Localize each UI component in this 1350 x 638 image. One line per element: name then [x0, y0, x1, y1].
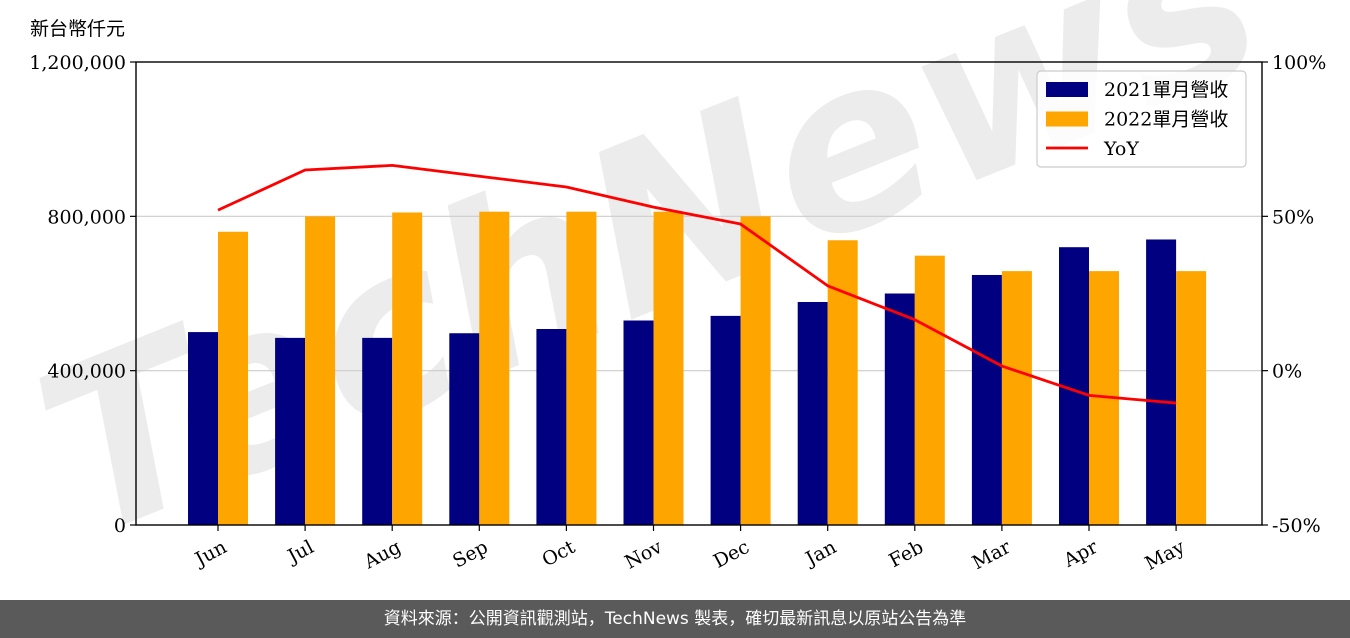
bars-group: [188, 211, 1207, 526]
bar-2022-nov: [653, 211, 684, 525]
legend-label: 2021單月營收: [1104, 79, 1228, 101]
bar-2022-jan: [827, 240, 858, 525]
legend-box: [1036, 70, 1247, 168]
x-tick-label-nov: Nov: [621, 536, 666, 574]
bar-2021-aug: [362, 337, 393, 525]
bar-2021-mar: [971, 274, 1002, 525]
bar-2022-dec: [740, 216, 771, 526]
right-tick-label: 100%: [1272, 52, 1326, 74]
bar-2022-jun: [218, 231, 248, 525]
bar-2021-nov: [623, 320, 654, 525]
right-tick-label: 0%: [1272, 361, 1302, 383]
yoy-line: [217, 164, 1177, 405]
bar-2021-may: [1146, 239, 1177, 525]
x-tick-label-dec: Dec: [710, 536, 753, 573]
x-tick-label-feb: Feb: [885, 536, 927, 572]
legend-swatch: [1046, 82, 1088, 97]
x-tick-label-may: May: [1141, 536, 1188, 575]
bar-2022-feb: [914, 255, 945, 525]
bar-2021-sep: [449, 333, 480, 525]
legend-label: 2022單月營收: [1104, 109, 1228, 131]
legend-label: YoY: [1103, 138, 1139, 160]
left-tick-label: 0: [114, 515, 126, 537]
bar-2022-may: [1176, 271, 1207, 525]
x-tick-label-oct: Oct: [539, 536, 580, 571]
bar-2021-oct: [536, 328, 567, 525]
bar-2021-jan: [797, 301, 828, 525]
legend: 2021單月營收 2022單月營收 YoY: [1036, 70, 1247, 168]
left-axis-unit-label: 新台幣仟元: [30, 18, 126, 40]
x-tick-label-aug: Aug: [360, 536, 405, 574]
revenue-chart: TechNews 0400,000800,0001,200,000-50%0%5…: [7, 0, 1327, 591]
x-tick-label-apr: Apr: [1059, 536, 1102, 573]
bar-2022-mar: [1001, 271, 1032, 525]
left-tick-label: 400,000: [47, 361, 126, 383]
x-tick-label-jul: Jul: [282, 536, 317, 569]
bar-2022-aug: [392, 212, 423, 525]
bar-2021-jul: [275, 337, 306, 525]
bar-2022-oct: [566, 211, 597, 525]
x-tick-label-mar: Mar: [969, 536, 1015, 575]
right-tick-label: 50%: [1272, 206, 1314, 228]
legend-swatch: [1046, 111, 1088, 127]
right-tick-label: -50%: [1272, 515, 1321, 537]
footer-source-note: 資料來源：公開資訊觀測站，TechNews 製表，確切最新訊息以原站公告為準: [0, 600, 1350, 638]
bar-2022-jul: [305, 216, 336, 526]
bar-2021-jun: [188, 332, 218, 525]
plot-frame: [135, 61, 1263, 526]
x-tick-label-sep: Sep: [449, 536, 492, 573]
left-tick-label: 800,000: [47, 206, 126, 228]
bar-2022-sep: [479, 211, 510, 525]
x-tick-label-jan: Jan: [800, 536, 840, 571]
bar-2021-feb: [884, 293, 915, 525]
bar-2021-dec: [710, 315, 741, 525]
yoy-line-group: [217, 164, 1177, 405]
left-tick-label: 1,200,000: [29, 52, 126, 74]
